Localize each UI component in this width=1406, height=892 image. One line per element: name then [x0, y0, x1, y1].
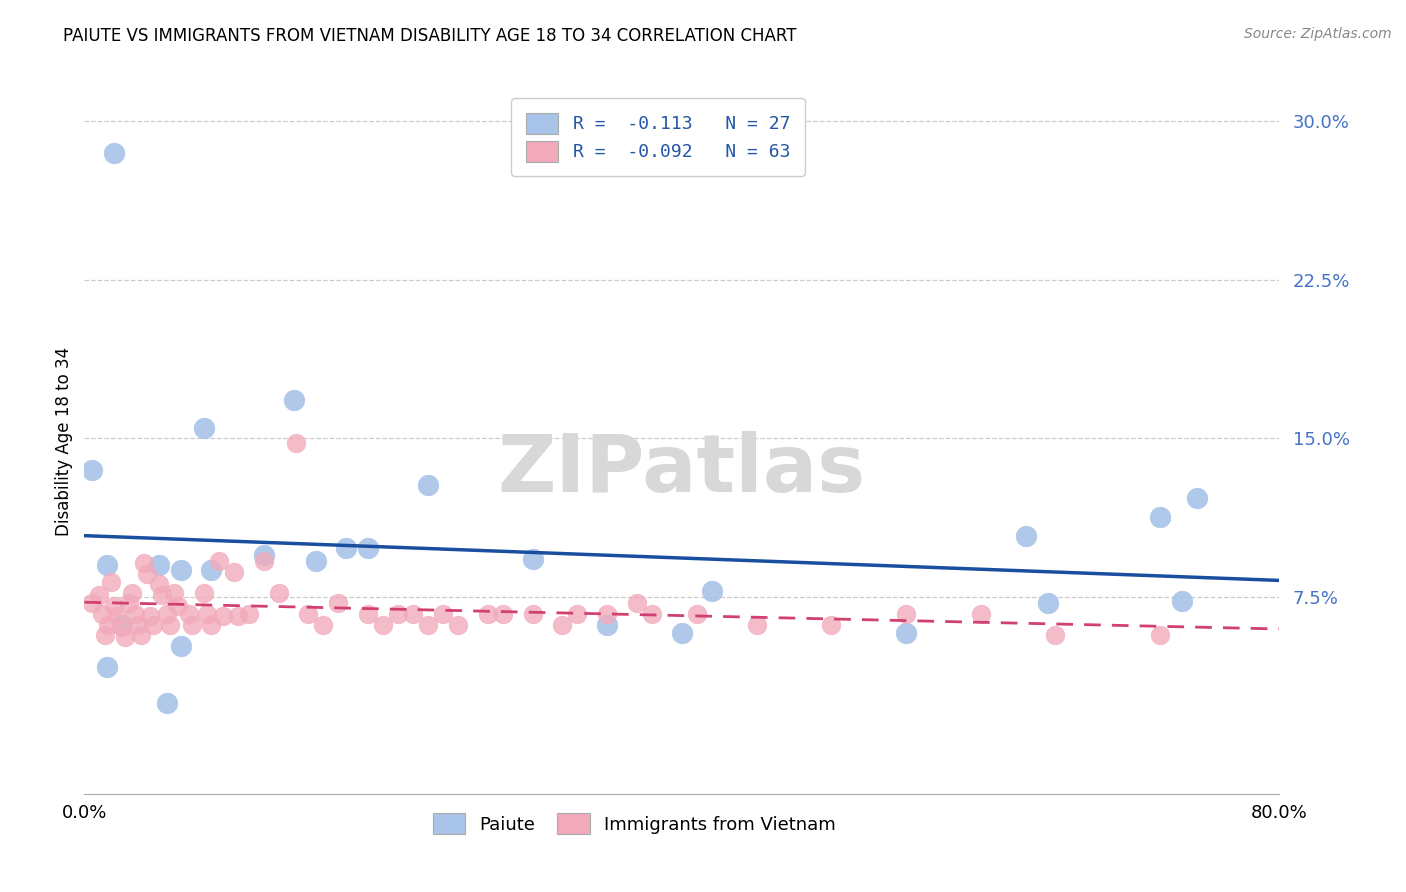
Point: [335, 541, 357, 556]
Point: [129, 628, 152, 642]
Legend: Paiute, Immigrants from Vietnam: Paiute, Immigrants from Vietnam: [425, 806, 844, 841]
Text: ZIPatlas: ZIPatlas: [498, 431, 866, 508]
Point: [970, 607, 993, 621]
Point: [136, 566, 159, 581]
Point: [297, 607, 319, 621]
Point: [745, 617, 768, 632]
Point: [253, 548, 276, 562]
Point: [118, 596, 141, 610]
Point: [626, 596, 648, 610]
Point: [1149, 628, 1171, 642]
Point: [148, 577, 170, 591]
Point: [124, 607, 146, 621]
Point: [222, 565, 245, 579]
Point: [105, 609, 128, 624]
Point: [567, 607, 589, 621]
Point: [283, 393, 305, 408]
Point: [167, 599, 190, 613]
Point: [1171, 594, 1194, 608]
Point: [193, 421, 215, 435]
Point: [1014, 529, 1036, 543]
Point: [357, 607, 380, 621]
Point: [596, 617, 619, 632]
Point: [208, 554, 231, 568]
Point: [551, 617, 574, 632]
Point: [103, 145, 125, 160]
Point: [328, 596, 350, 610]
Point: [416, 617, 439, 632]
Point: [894, 607, 917, 621]
Point: [121, 586, 143, 600]
Point: [177, 607, 200, 621]
Point: [170, 563, 193, 577]
Point: [686, 607, 709, 621]
Point: [159, 617, 181, 632]
Point: [100, 575, 122, 590]
Point: [238, 607, 260, 621]
Point: [253, 554, 276, 568]
Point: [97, 617, 120, 632]
Point: [1149, 509, 1171, 524]
Point: [114, 630, 136, 644]
Text: Source: ZipAtlas.com: Source: ZipAtlas.com: [1244, 27, 1392, 41]
Point: [193, 586, 215, 600]
Point: [820, 617, 842, 632]
Point: [1187, 491, 1209, 505]
Point: [111, 617, 134, 632]
Point: [402, 607, 425, 621]
Point: [195, 607, 218, 621]
Point: [155, 607, 177, 621]
Point: [492, 607, 515, 621]
Point: [1036, 596, 1059, 610]
Point: [416, 478, 439, 492]
Point: [226, 609, 249, 624]
Point: [212, 609, 235, 624]
Point: [894, 626, 917, 640]
Point: [312, 617, 335, 632]
Point: [170, 639, 193, 653]
Point: [103, 599, 125, 613]
Point: [155, 696, 177, 710]
Point: [163, 586, 186, 600]
Point: [522, 552, 544, 566]
Point: [305, 554, 328, 568]
Point: [447, 617, 470, 632]
Point: [200, 563, 222, 577]
Point: [357, 541, 380, 556]
Y-axis label: Disability Age 18 to 34: Disability Age 18 to 34: [55, 347, 73, 536]
Point: [80, 596, 103, 610]
Point: [267, 586, 290, 600]
Point: [596, 607, 619, 621]
Point: [142, 617, 165, 632]
Point: [127, 617, 149, 632]
Point: [94, 628, 117, 642]
Point: [200, 617, 222, 632]
Point: [148, 558, 170, 573]
Point: [132, 556, 156, 570]
Point: [387, 607, 409, 621]
Point: [111, 620, 134, 634]
Point: [96, 660, 118, 674]
Point: [150, 588, 173, 602]
Point: [181, 617, 204, 632]
Point: [477, 607, 499, 621]
Point: [139, 609, 162, 624]
Point: [700, 583, 723, 598]
Text: PAIUTE VS IMMIGRANTS FROM VIETNAM DISABILITY AGE 18 TO 34 CORRELATION CHART: PAIUTE VS IMMIGRANTS FROM VIETNAM DISABI…: [63, 27, 797, 45]
Point: [96, 558, 118, 573]
Point: [522, 607, 544, 621]
Point: [89, 588, 111, 602]
Point: [285, 435, 308, 450]
Point: [373, 617, 395, 632]
Point: [432, 607, 454, 621]
Point: [91, 607, 114, 621]
Point: [671, 626, 693, 640]
Point: [1045, 628, 1067, 642]
Point: [641, 607, 664, 621]
Point: [80, 463, 103, 477]
